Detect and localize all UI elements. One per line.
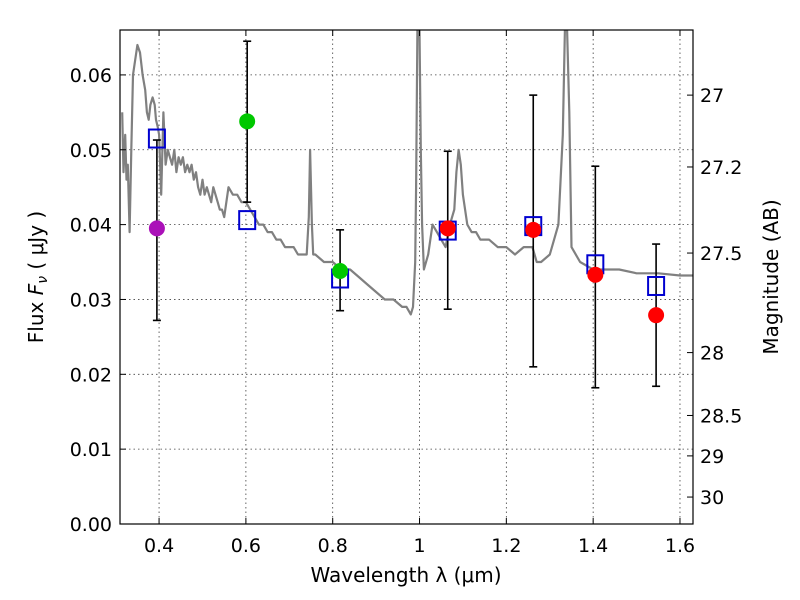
plot-frame [119,29,694,525]
x-axis-label: Wavelength λ (μm) [310,563,501,587]
observed-point [525,221,542,238]
x-tick-label: 0.4 [144,535,174,557]
y2-tick-label: 29 [700,446,724,468]
y2-tick-label: 30 [700,487,724,509]
model-box [238,210,257,231]
x-tick-label: 1 [413,535,425,557]
x-tick-label: 1.4 [578,535,608,557]
y2-axis-label: Magnitude (AB) [759,199,783,354]
y2-tick-label: 27.5 [700,243,742,265]
x-tick-label: 0.8 [318,535,348,557]
observed-point [587,266,604,283]
model-box [647,275,666,296]
y-tick-label: 0.03 [70,289,112,311]
y-axis-label-suffix: ( μJy ) [24,211,48,276]
model-box-layer [147,128,666,296]
y-tick-label: 0.02 [70,364,112,386]
observed-point [648,307,665,324]
tick-layer: 0.4 0.6 0.8 1 1.2 1.4 1.6 0.00 0.01 0.02 0.03 0.04 0… [70,30,742,557]
y2-tick-label: 28 [700,343,724,365]
y-tick-label: 0.00 [70,514,112,536]
y-tick-label: 0.04 [70,215,112,237]
x-tick-label: 0.6 [231,535,261,557]
observed-point-layer [148,113,665,324]
y2-tick-label: 27.2 [700,157,742,179]
observed-point [439,220,456,237]
y-axis-label-subscript: ν [35,276,51,284]
y-axis-label: Flux Fν ( μJy ) [24,211,51,343]
x-tick-label: 1.2 [491,535,521,557]
y-axis-label-symbol: F [24,283,48,295]
model-box [147,128,166,149]
y-tick-label: 0.05 [70,140,112,162]
observed-point [239,113,256,130]
x-tick-label: 1.6 [665,535,695,557]
y-tick-label: 0.06 [70,65,112,87]
y-axis-label-prefix: Flux [24,295,48,343]
observed-point [332,263,349,280]
y-tick-label: 0.01 [70,439,112,461]
y2-tick-label: 28.5 [700,405,742,427]
observed-point [148,220,165,237]
y2-tick-label: 27 [700,85,724,107]
